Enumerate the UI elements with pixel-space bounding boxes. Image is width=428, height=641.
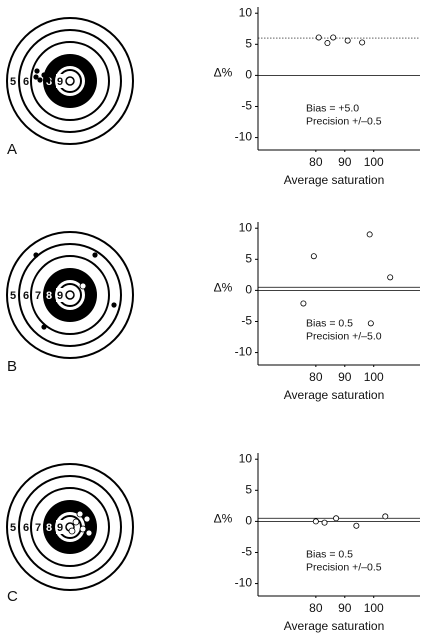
target-center (65, 76, 75, 86)
data-point (359, 39, 366, 46)
data-point (367, 320, 374, 327)
data-point (321, 519, 328, 526)
annotation: Precision +/–0.5 (306, 562, 382, 574)
ring-label-bg (56, 288, 64, 302)
panel-letter: B (7, 358, 17, 375)
shot (45, 77, 51, 83)
y-axis-label: Δ% (214, 512, 233, 526)
x-axis-label: Average saturation (284, 173, 385, 187)
annotation: Bias = +5.0 (306, 103, 359, 115)
y-tick-label: -5 (241, 99, 252, 113)
y-axis-label: Δ% (214, 281, 233, 295)
shot (79, 525, 87, 533)
ring-label: 5 (10, 290, 16, 302)
y-axis-label: Δ% (214, 66, 233, 80)
shot (85, 529, 93, 537)
y-tick-label: 10 (239, 220, 253, 234)
annotation: Bias = 0.5 (306, 318, 353, 330)
annotation: Bias = 0.5 (306, 549, 353, 561)
panel-letter: A (7, 141, 17, 158)
ring-label: 7 (35, 290, 41, 302)
ring-label: 5 (10, 76, 16, 88)
ring-label: 6 (23, 522, 29, 534)
annotation: Precision +/–5.0 (306, 331, 382, 343)
shot (41, 72, 47, 78)
ring-label: 8 (46, 290, 52, 302)
data-point (324, 40, 331, 47)
data-point (315, 34, 322, 41)
data-point (333, 515, 340, 522)
data-point (344, 37, 351, 44)
y-tick-label: -10 (235, 576, 253, 590)
x-tick-label: 90 (338, 370, 352, 384)
data-point (330, 34, 337, 41)
y-tick-label: 0 (245, 283, 252, 297)
shot (37, 77, 43, 83)
ring-label: 6 (23, 290, 29, 302)
data-point (382, 513, 389, 520)
data-point (310, 253, 317, 260)
shot (92, 252, 98, 258)
y-tick-label: 10 (239, 5, 253, 19)
y-tick-label: -10 (235, 130, 253, 144)
shot (33, 74, 39, 80)
x-tick-label: 100 (364, 155, 384, 169)
x-axis-label: Average saturation (284, 619, 385, 633)
y-tick-label: 0 (245, 68, 252, 82)
x-tick-label: 90 (338, 601, 352, 615)
data-point (300, 300, 307, 307)
x-tick-label: 80 (309, 601, 323, 615)
y-tick-label: 5 (245, 36, 252, 50)
x-tick-label: 80 (309, 370, 323, 384)
ring-label: 7 (35, 522, 41, 534)
ring-label: 9 (57, 522, 63, 534)
annotation: Precision +/–0.5 (306, 116, 382, 128)
ring-label: 5 (10, 522, 16, 534)
ring-label-bg (56, 520, 64, 534)
x-tick-label: 80 (309, 155, 323, 169)
shot (79, 282, 87, 290)
x-tick-label: 100 (364, 601, 384, 615)
y-tick-label: 0 (245, 514, 252, 528)
target-center (65, 290, 75, 300)
x-tick-label: 100 (364, 370, 384, 384)
panel-letter: C (7, 588, 18, 605)
ring-label-bg (56, 74, 64, 88)
y-tick-label: 5 (245, 251, 252, 265)
shot (68, 527, 76, 535)
ring-label: 9 (57, 76, 63, 88)
data-point (312, 518, 319, 525)
data-point (366, 231, 373, 238)
shot (41, 324, 47, 330)
y-tick-label: -5 (241, 545, 252, 559)
x-tick-label: 90 (338, 155, 352, 169)
x-axis-label: Average saturation (284, 388, 385, 402)
shot (111, 302, 117, 308)
ring-label: 9 (57, 290, 63, 302)
ring-label: 8 (46, 522, 52, 534)
data-point (353, 522, 360, 529)
y-tick-label: -5 (241, 314, 252, 328)
shot (46, 67, 52, 73)
y-tick-label: -10 (235, 345, 253, 359)
ring-label: 6 (23, 76, 29, 88)
shot (34, 68, 40, 74)
shot (76, 510, 84, 518)
shot (33, 252, 39, 258)
shot (72, 518, 80, 526)
y-tick-label: 10 (239, 451, 253, 465)
shot (83, 515, 91, 523)
data-point (387, 274, 394, 281)
y-tick-label: 5 (245, 482, 252, 496)
